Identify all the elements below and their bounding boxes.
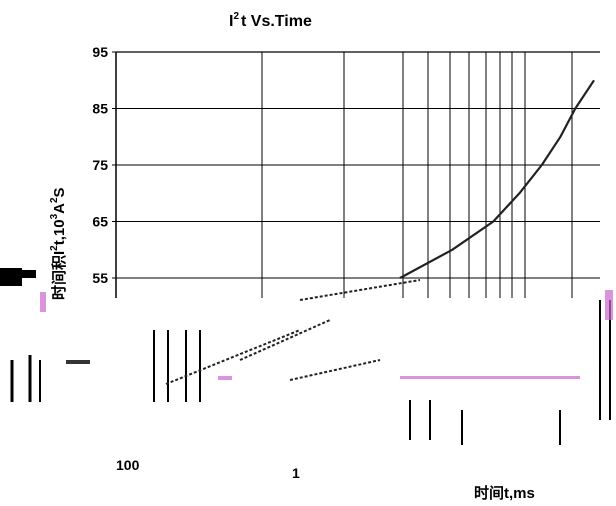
- y-axis-label: 时间积I2t,103A2S: [49, 187, 68, 300]
- y-ticks: 95 85 75 65 55: [92, 44, 116, 286]
- series-curve: [399, 79, 595, 279]
- corrupted-region: [0, 268, 613, 445]
- series-line: [399, 79, 595, 279]
- y-tick-label: 85: [92, 101, 108, 117]
- y-tick-label: 55: [92, 270, 108, 286]
- grid: [115, 51, 600, 298]
- x-axis-label: 时间t,ms: [474, 484, 535, 502]
- chart-title: I2 t Vs.Time: [229, 11, 312, 30]
- y-tick-label: 75: [92, 157, 108, 173]
- y-tick-label: 95: [92, 44, 108, 60]
- x-tick-label: 1: [292, 465, 300, 481]
- y-tick-label: 65: [92, 214, 108, 230]
- x-tick-label: 100: [116, 457, 140, 473]
